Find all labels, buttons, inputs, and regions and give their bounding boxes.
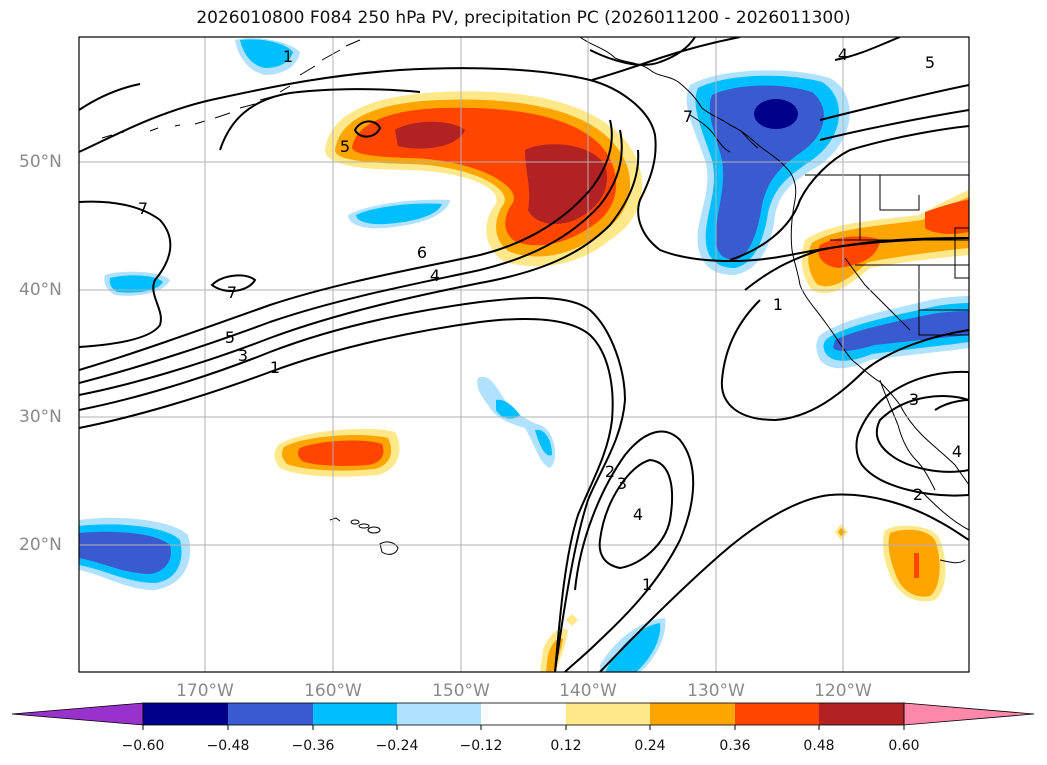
- colorbar-bin: [397, 703, 481, 725]
- colorbar-tick-label: −0.12: [459, 738, 503, 754]
- pv-contour-6: [79, 119, 613, 371]
- lon-label: 150°W: [432, 681, 490, 701]
- pv-contour-se-low: [875, 395, 969, 473]
- precip-max-ne-pacific: [395, 121, 465, 149]
- colorbar-tick-label: −0.24: [375, 738, 419, 754]
- lon-label: 120°W: [814, 681, 872, 701]
- lon-label: 130°W: [687, 681, 745, 701]
- contour-label: 5: [925, 53, 935, 72]
- contour-label: 6: [417, 243, 427, 262]
- contour-label: 7: [683, 107, 693, 126]
- hawaiian-islands: [329, 517, 399, 555]
- pv-contours: [79, 37, 969, 672]
- lon-label: 160°W: [304, 681, 362, 701]
- contour-label: 1: [283, 47, 293, 66]
- contour-label: 1: [642, 575, 652, 594]
- colorbar-tick-label: −0.36: [291, 738, 335, 754]
- colorbar-bin: [313, 703, 397, 725]
- pv-contour-4: [79, 149, 640, 396]
- colorbar-tick-label: 0.24: [634, 738, 666, 754]
- map-plot-area: [79, 37, 969, 672]
- contour-label: 7: [227, 283, 237, 302]
- colorbar-tick-label: 0.36: [719, 738, 751, 754]
- colorbar: [11, 702, 1035, 730]
- colorbar-bin: [819, 703, 904, 725]
- pv-contour-upper: [79, 67, 969, 263]
- contour-label: 5: [225, 328, 235, 347]
- gridlines: [79, 37, 969, 672]
- contour-labels: 1 7 5 7 6 4 5 3 1 2 3 4 1 1 4 5 7 3 4 2: [138, 45, 962, 594]
- colorbar-tick-label: 0.12: [550, 738, 582, 754]
- colorbar-bin: [735, 703, 819, 725]
- pv-contour-1: [79, 317, 614, 672]
- colorbar-bin: [143, 703, 228, 725]
- contour-label: 3: [617, 474, 627, 493]
- colorbar-tick-label: 0.60: [888, 738, 920, 754]
- colorbar-extend-high: [903, 702, 1035, 726]
- colorbar-bin: [566, 703, 650, 725]
- contour-label: 2: [605, 462, 615, 481]
- colorbar-extend-low: [11, 702, 144, 726]
- colorbar-tick-label: −0.60: [121, 738, 165, 754]
- contour-label: 1: [270, 358, 280, 377]
- contour-label: 1: [773, 295, 783, 314]
- lon-label: 140°W: [559, 681, 617, 701]
- baja-california: [879, 379, 936, 491]
- map-frame: [78, 36, 970, 673]
- pv-contour-5: [79, 129, 623, 384]
- contour-label: 3: [909, 390, 919, 409]
- colorbar-tick-label: −0.48: [206, 738, 250, 754]
- colorbar-tick-label: 0.48: [803, 738, 835, 754]
- contour-label: 5: [340, 137, 350, 156]
- lat-label: 40°N: [19, 280, 62, 300]
- precip-shading: [79, 38, 969, 672]
- lon-label: 170°W: [176, 681, 234, 701]
- colorbar-bin: [650, 703, 735, 725]
- lat-label: 30°N: [19, 407, 62, 427]
- map-title: 2026010800 F084 250 hPa PV, precipitatio…: [196, 8, 851, 28]
- contour-label: 4: [430, 266, 440, 285]
- pv-contour-3: [79, 296, 627, 672]
- pv-contour-trough-inner: [598, 458, 674, 570]
- colorbar-bin: [228, 703, 313, 725]
- lat-label: 50°N: [19, 152, 62, 172]
- contour-label: 7: [138, 199, 148, 218]
- contour-label: 2: [913, 485, 923, 504]
- precip-min-pacific-northwest: [754, 99, 798, 129]
- contour-label: 4: [952, 442, 962, 461]
- lat-label: 20°N: [19, 535, 62, 555]
- pv-contour-7-west: [79, 200, 172, 348]
- north-america-coast: [579, 37, 969, 486]
- colorbar-bin: [481, 703, 566, 725]
- pv-contour-coast: [729, 125, 969, 261]
- contour-label: 4: [838, 45, 848, 64]
- contour-label: 3: [238, 346, 248, 365]
- contour-label: 4: [633, 505, 643, 524]
